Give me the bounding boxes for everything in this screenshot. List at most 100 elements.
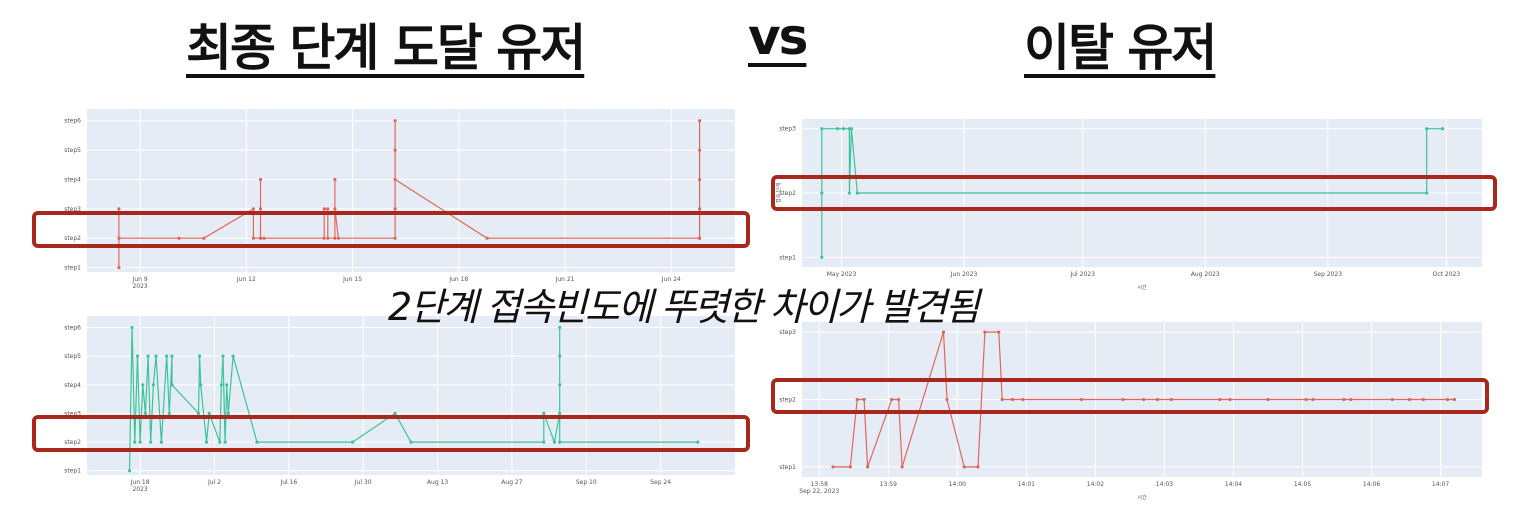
data-point	[1169, 397, 1173, 402]
x-tick-sublabel: Sep 22, 2023	[799, 488, 839, 495]
x-axis-title: 시간	[1137, 494, 1147, 501]
x-tick-label: 14:07	[1432, 481, 1449, 488]
y-tick-label: step4	[64, 176, 81, 183]
data-point	[1080, 397, 1084, 402]
left-title: 최종 단계 도달 유저	[186, 19, 586, 77]
data-point	[322, 236, 326, 240]
data-point	[1142, 397, 1146, 402]
x-tick-label: Oct 2023	[1433, 271, 1461, 278]
data-point	[127, 469, 132, 473]
data-point	[130, 325, 134, 330]
x-tick-label: Jun 18	[130, 479, 150, 486]
data-point	[351, 440, 355, 444]
data-point	[1000, 397, 1004, 402]
chart-top-right: May 2023 Jun 2023 Jul 2023 Aug 2023 Sep 2023…	[771, 119, 1497, 291]
data-point	[177, 236, 181, 240]
y-tick-label: step1	[64, 468, 81, 475]
y-tick-label: step6	[64, 324, 81, 331]
data-point	[225, 383, 229, 387]
data-point	[558, 440, 562, 444]
data-point	[941, 330, 946, 334]
data-point	[393, 119, 397, 123]
data-point	[149, 440, 153, 444]
data-point	[196, 411, 201, 415]
data-point	[141, 383, 145, 387]
data-point	[1421, 397, 1425, 402]
data-point	[133, 440, 137, 444]
step2-highlight-box	[32, 415, 750, 452]
data-point	[262, 236, 266, 240]
x-tick-label: Aug 13	[427, 479, 448, 486]
data-point	[1452, 397, 1456, 402]
data-point	[1266, 397, 1270, 402]
x-tick-label: Jul 16	[279, 479, 297, 486]
data-point	[258, 177, 263, 182]
data-point	[219, 383, 223, 387]
data-point	[897, 397, 901, 402]
step2-highlight-box	[771, 378, 1489, 414]
y-tick-label: step6	[64, 118, 81, 125]
x-tick-label: Sep 24	[650, 479, 671, 486]
x-tick-label: Sep 10	[576, 479, 597, 486]
data-point	[1218, 397, 1222, 402]
data-point	[1390, 397, 1394, 402]
data-point	[165, 354, 169, 358]
data-point	[962, 465, 966, 469]
data-point	[976, 465, 980, 469]
series-line	[833, 331, 1455, 468]
x-tick-label: 14:02	[1087, 481, 1104, 488]
data-point	[836, 127, 840, 131]
x-tick-sublabel: 2023	[132, 283, 147, 290]
y-tick-label: step4	[64, 382, 81, 389]
data-point	[170, 354, 174, 358]
data-point	[198, 354, 202, 358]
data-point	[1445, 397, 1450, 402]
data-point	[866, 465, 870, 469]
y-tick-label: step1	[779, 464, 796, 471]
data-point	[698, 119, 702, 123]
data-point	[326, 236, 330, 240]
data-point	[226, 411, 230, 415]
data-point	[202, 236, 206, 240]
data-point	[117, 236, 121, 240]
data-point	[138, 440, 142, 444]
data-point	[255, 440, 259, 444]
data-point	[1021, 397, 1025, 402]
y-tick-label: step2	[779, 190, 796, 197]
data-point	[154, 354, 158, 358]
data-point	[258, 236, 263, 240]
y-tick-label: step1	[64, 265, 81, 272]
data-point	[322, 207, 326, 211]
y-axis-title: 접속 단계	[775, 183, 782, 203]
x-tick-label: Jun 24	[661, 276, 681, 283]
data-point	[1407, 397, 1412, 402]
data-point	[117, 266, 121, 270]
data-point	[218, 440, 222, 444]
y-tick-label: step1	[779, 254, 796, 261]
data-point	[333, 236, 337, 240]
data-point	[1304, 397, 1308, 402]
x-tick-label: 14:04	[1225, 481, 1242, 488]
data-point	[204, 440, 209, 444]
data-point	[855, 397, 859, 402]
data-point	[698, 236, 702, 240]
data-point	[251, 207, 255, 211]
data-point	[698, 207, 702, 211]
data-point	[1349, 397, 1353, 402]
x-tick-label: Jul 2	[207, 479, 221, 486]
x-tick-label: May 2023	[827, 271, 857, 278]
data-point	[409, 440, 413, 444]
y-tick-label: step3	[779, 126, 796, 133]
data-point	[393, 177, 397, 182]
x-tick-label: 14:06	[1363, 481, 1380, 488]
data-point	[1228, 397, 1232, 402]
y-tick-label: step3	[64, 410, 81, 417]
x-tick-label: Aug 2023	[1191, 271, 1220, 278]
data-point	[847, 191, 852, 195]
data-point	[1121, 397, 1125, 402]
data-point	[820, 191, 824, 195]
x-tick-label: 14:01	[1018, 481, 1035, 488]
x-tick-label: 14:03	[1156, 481, 1173, 488]
